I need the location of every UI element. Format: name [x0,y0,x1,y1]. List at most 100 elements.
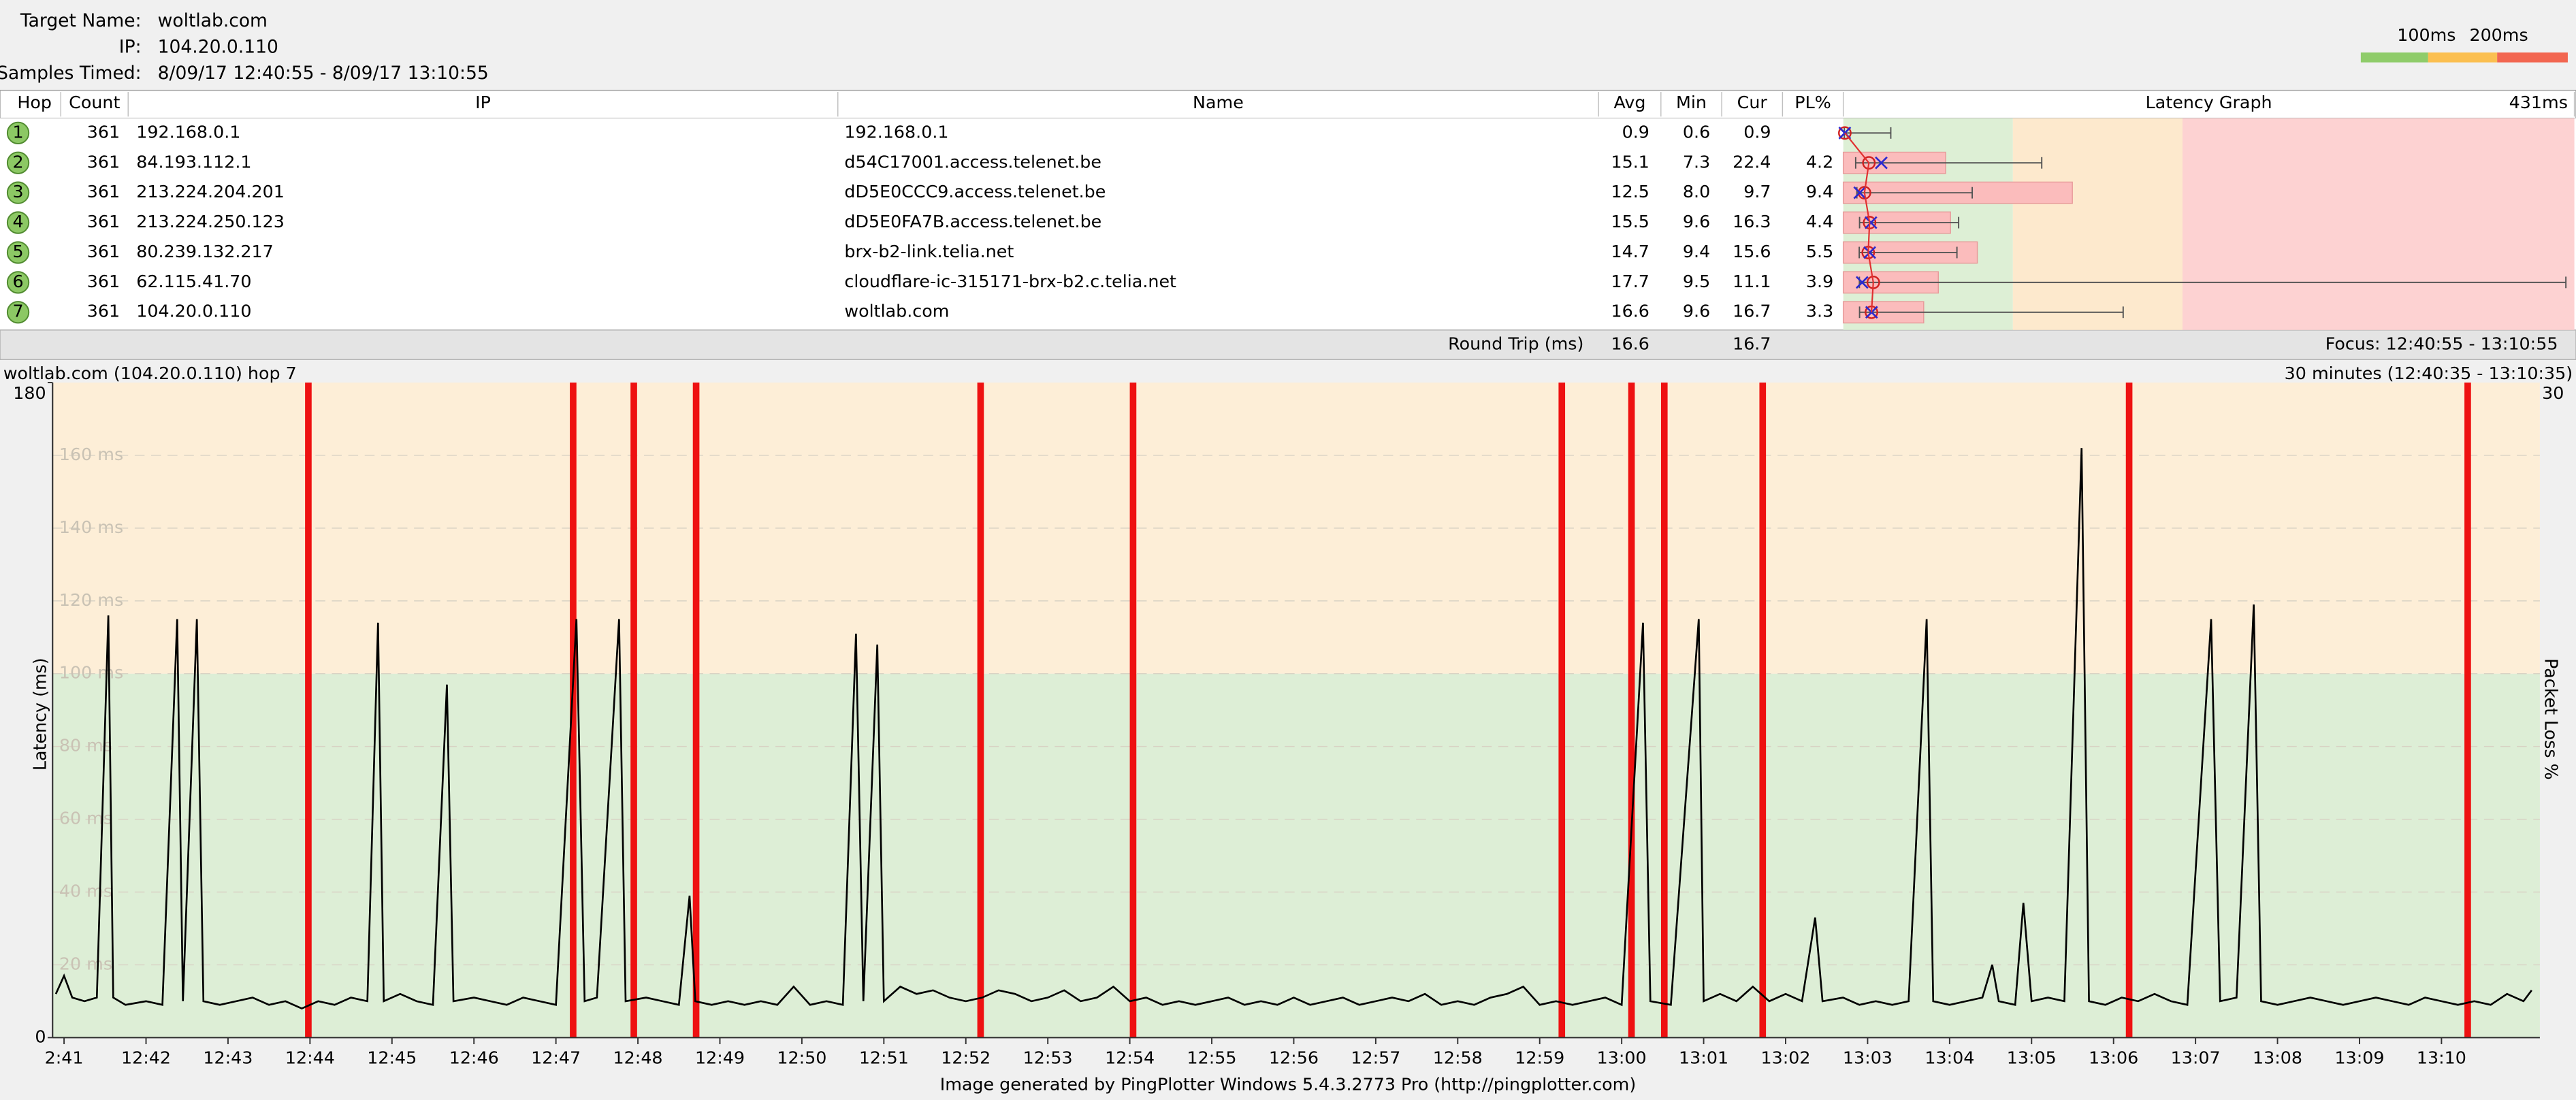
name: 192.168.0.1 [844,121,948,142]
count: 361 [87,181,120,201]
x-tick-label: 12:42 [121,1048,171,1068]
ip: 62.115.41.70 [136,271,251,291]
avg-marker [1838,126,1852,140]
plot-area [54,382,2532,1038]
name: dD5E0FA7B.access.telenet.be [844,211,1101,231]
column-header: IP [475,92,491,112]
x-tick-label: 12:45 [367,1048,417,1068]
avg: 14.7 [1611,241,1649,261]
avg: 17.7 [1611,271,1649,291]
cur-marker [1875,156,1888,169]
zone-orange [52,382,2540,674]
table-header [0,89,2576,119]
count: 361 [87,151,120,172]
packet-loss-bar [977,382,984,1038]
min: 9.6 [1683,211,1710,231]
x-tick-label: 12:52 [941,1048,991,1068]
name: d54C17001.access.telenet.be [844,151,1101,172]
y-tick-label: 20 ms [59,953,112,973]
y-tick-label: 160 ms [59,444,123,464]
packet-loss: 3.9 [1806,271,1833,291]
count: 361 [87,211,120,231]
threshold-label: 200ms [2469,25,2528,45]
y-tick-label: 140 ms [59,517,123,537]
packet-loss-bar [630,382,637,1038]
packet-loss-bar [692,382,700,1038]
x-tick-label: 13:04 [1925,1048,1974,1068]
cur-marker [1863,246,1876,259]
hop-badge [6,241,30,264]
avg: 12.5 [1611,181,1649,201]
column-header: Min [1676,92,1707,112]
legend-orange [2428,52,2498,63]
packet-loss-bar [2464,382,2471,1038]
column-header: Cur [1737,92,1768,112]
count: 361 [87,121,120,142]
y-tick-label: 0 [35,1026,46,1046]
cur-marker [1853,186,1867,199]
x-tick-label: 12:49 [695,1048,745,1068]
x-tick-label: 13:00 [1597,1048,1647,1068]
x-tick-label: 12:47 [531,1048,581,1068]
min: 8.0 [1683,181,1710,201]
packet-loss: 4.2 [1806,151,1833,172]
avg: 0.9 [1622,121,1649,142]
packet-loss-bar [1129,382,1137,1038]
x-tick-label: 12:56 [1269,1048,1319,1068]
hop-number: 6 [12,271,23,291]
packet-loss-bar [1759,382,1767,1038]
hop-badge [6,121,30,145]
round-trip-label: Round Trip (ms) [1448,334,1583,354]
min: 9.5 [1683,271,1710,291]
x-tick-label: 13:01 [1679,1048,1728,1068]
cur-marker [1864,216,1878,229]
column-header: PL% [1794,92,1831,112]
min: 9.6 [1683,301,1710,321]
samples-value: 8/09/17 12:40:55 - 8/09/17 13:10:55 [158,63,489,84]
avg: 15.1 [1611,151,1649,172]
table: Hop Count IP Name Avg Min Cur PL% Latency Graph 4… [6,92,2575,330]
cur: 11.1 [1733,271,1771,291]
name: cloudflare-ic-315171-brx-b2.c.telia.net [844,271,1176,291]
graph-subtitle: 30 minutes (12:40:35 - 13:10:35) [2285,363,2573,383]
cur: 16.3 [1733,211,1771,231]
x-tick-label: 12:44 [285,1048,335,1068]
x-tick-label: 12:54 [1105,1048,1155,1068]
x-tick-label: 13:10 [2417,1048,2466,1068]
ip-label: IP: [119,36,142,57]
column-header: Name [1193,92,1244,112]
ip: 213.224.204.201 [136,181,285,201]
name: woltlab.com [844,301,949,321]
packet-loss-bar [305,382,312,1038]
packet-loss-bar [1660,382,1668,1038]
x-tick-label: 2:41 [45,1048,84,1068]
packet-loss: 3.3 [1806,301,1833,321]
hop-badge [6,301,30,324]
cur: 15.6 [1733,241,1771,261]
hop-number: 7 [12,301,23,321]
avg-marker [1862,156,1876,170]
zone-orange [2012,118,2183,330]
hop-number: 1 [12,121,23,142]
packet-loss-bar [1558,382,1566,1038]
x-tick-label: 13:05 [2007,1048,2057,1068]
cur-marker [1855,276,1869,289]
min: 9.4 [1683,241,1710,261]
column-header: Avg [1613,92,1645,112]
cur: 22.4 [1733,151,1771,172]
count: 361 [87,301,120,321]
ip: 84.193.112.1 [136,151,251,172]
ip: 80.239.132.217 [136,241,273,261]
x-tick-label: 13:02 [1760,1048,1810,1068]
y-tick-label: 40 ms [59,880,112,901]
x-tick-label: 12:59 [1515,1048,1564,1068]
y-tick-label: 120 ms [59,589,123,610]
x-tick-label: 12:55 [1187,1048,1237,1068]
zone-green [52,673,2540,1038]
column-header: Count [69,92,120,112]
x-tick-label: 12:53 [1023,1048,1073,1068]
round-trip-row [0,329,2576,360]
ip: 192.168.0.1 [136,121,240,142]
